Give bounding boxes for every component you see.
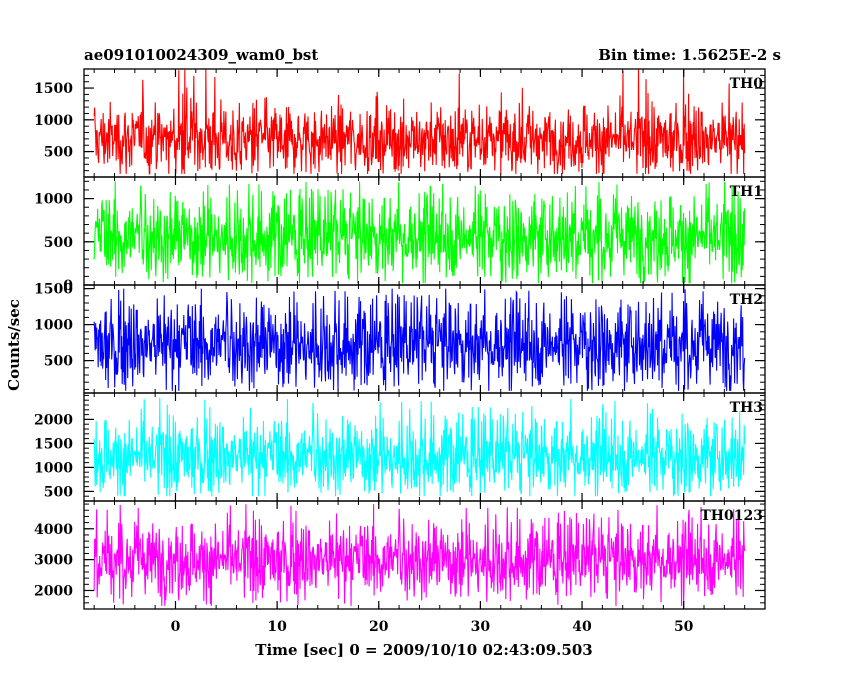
panel-th2: 500 1000 1500 TH2: [34, 282, 766, 394]
panel-label-th2: TH2: [730, 292, 763, 308]
y-tick-label: 1500: [34, 81, 73, 97]
panel-label-th0123: TH0123: [700, 508, 763, 524]
y-tick-label: 500: [44, 145, 73, 161]
y-tick-label: 1000: [34, 460, 73, 476]
y-tick-label: 1500: [34, 282, 73, 298]
y-tick-label: 1000: [34, 318, 73, 334]
series-line-th0: [93, 69, 746, 175]
y-tick-label: 1000: [34, 113, 73, 129]
y-axis-label: Counts/sec: [5, 299, 23, 391]
panel-th3: 500 1000 1500 2000 TH3: [34, 392, 766, 502]
series-line-th1: [93, 181, 746, 284]
x-tick-label: 10: [267, 619, 287, 635]
panel-label-th3: TH3: [730, 400, 763, 416]
series-line-th3: [93, 397, 746, 497]
x-tick-label: 0: [171, 619, 181, 635]
x-tick-label: 30: [471, 619, 491, 635]
panel-th0: 500 1000 1500 TH0: [34, 68, 766, 178]
y-tick-label: 1000: [34, 192, 73, 208]
y-tick-label: 500: [44, 484, 73, 500]
x-axis: 0 10 20 30 40 50: [171, 619, 694, 635]
series-line-th2: [93, 288, 746, 391]
panel-label-th1: TH1: [730, 184, 763, 200]
y-tick-label: 3000: [34, 553, 73, 569]
y-tick-label: 0: [63, 278, 73, 294]
x-axis-label: Time [sec] 0 = 2009/10/10 02:43:09.503: [255, 641, 592, 659]
y-tick-label: 1500: [34, 436, 73, 452]
panel-label-th0: TH0: [730, 76, 764, 92]
panel-frame: [83, 500, 766, 610]
y-tick-label: 2000: [34, 583, 73, 599]
x-tick-label: 40: [572, 619, 592, 635]
y-tick-label: 2000: [34, 412, 73, 428]
panel-th1: 0 500 1000 TH1: [34, 176, 766, 294]
y-tick-label: 500: [44, 354, 73, 370]
series-line-th0123: [93, 504, 746, 606]
y-tick-label: 4000: [34, 522, 73, 538]
chart-title-left: ae091010024309_wam0_bst: [84, 46, 318, 64]
x-tick-label: 20: [369, 619, 389, 635]
chart-title-right: Bin time: 1.5625E-2 s: [598, 46, 781, 64]
y-tick-label: 500: [44, 235, 73, 251]
panel-th0123: 2000 3000 4000 TH0123: [34, 500, 766, 610]
x-tick-label: 50: [674, 619, 694, 635]
